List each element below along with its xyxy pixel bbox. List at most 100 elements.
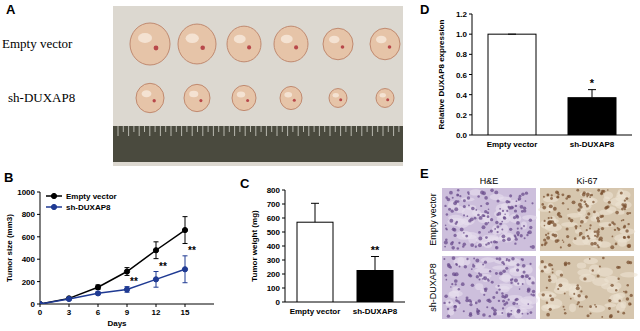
nucleus <box>483 276 487 280</box>
nucleus <box>529 263 531 265</box>
y-tick-label: 100 <box>267 284 281 293</box>
nucleus <box>579 205 582 208</box>
nucleus <box>582 193 586 197</box>
tissue-texture <box>448 309 454 316</box>
tumor-vessel <box>153 99 156 102</box>
ruler-tick <box>192 126 193 136</box>
y-axis <box>40 192 41 304</box>
nucleus <box>518 197 522 201</box>
y-tick-label: 0 <box>276 298 281 307</box>
nucleus <box>516 303 518 305</box>
error-bar-line <box>592 90 593 98</box>
nucleus <box>544 243 547 246</box>
nucleus <box>594 230 597 233</box>
ruler-tick <box>213 126 214 136</box>
nucleus <box>496 213 499 216</box>
ruler-tick <box>208 126 209 132</box>
nucleus <box>551 194 553 196</box>
nucleus <box>597 189 600 192</box>
nucleus <box>500 223 502 225</box>
nucleus <box>623 291 625 293</box>
nucleus <box>620 191 623 194</box>
x-tick-label: 6 <box>96 308 101 317</box>
error-bar <box>311 203 319 222</box>
nucleus <box>589 228 591 230</box>
nucleus <box>447 314 450 317</box>
nucleus <box>454 305 456 307</box>
nucleus <box>581 306 583 308</box>
panel-label: D <box>420 2 429 17</box>
nucleus <box>501 292 503 294</box>
nucleus <box>483 277 485 279</box>
plot-area <box>488 34 616 135</box>
tissue-texture <box>447 218 465 226</box>
nucleus <box>515 298 518 301</box>
nucleus <box>463 310 465 312</box>
nucleus <box>615 243 618 246</box>
nucleus <box>482 278 484 280</box>
nucleus <box>517 228 519 230</box>
ruler-tick <box>171 126 172 136</box>
nucleus <box>470 243 474 247</box>
y-axis-label: Tumor size (mm3) <box>5 214 14 282</box>
ruler-tick <box>383 126 384 136</box>
nucleus <box>488 222 490 224</box>
tumor-vessel <box>154 46 159 51</box>
nucleus <box>564 309 566 311</box>
y-tick-label: 800 <box>267 186 281 195</box>
nucleus <box>589 196 591 198</box>
nucleus <box>590 194 593 197</box>
y-tick <box>282 190 285 191</box>
tissue-texture <box>445 299 453 306</box>
nucleus <box>596 217 599 220</box>
y-tick-label: 800 <box>22 210 36 219</box>
nucleus <box>444 246 446 248</box>
marker <box>95 285 100 290</box>
tumor-highlight <box>376 36 387 44</box>
nucleus <box>626 284 628 286</box>
nucleus <box>560 273 563 276</box>
y-tick <box>37 281 40 282</box>
tissue-texture <box>554 286 567 294</box>
nucleus <box>465 235 468 238</box>
nucleus <box>501 229 503 231</box>
nucleus <box>449 266 452 269</box>
nucleus <box>577 303 579 305</box>
tissue-texture <box>509 214 521 223</box>
nucleus <box>502 239 505 242</box>
figure: ABCDEEmpty vectorsh-DUXAP803691215Days02… <box>0 0 640 331</box>
marker <box>182 227 187 232</box>
nucleus <box>530 293 532 295</box>
nucleus <box>604 206 607 209</box>
tumor-vessel <box>199 99 202 102</box>
ruler-tick <box>287 126 288 136</box>
nucleus <box>492 296 495 299</box>
ruler-tick <box>330 126 331 136</box>
nucleus <box>543 238 546 241</box>
nucleus <box>609 315 612 318</box>
nucleus <box>601 215 604 218</box>
tumor <box>136 83 164 112</box>
y-tick-label: 300 <box>267 256 281 265</box>
nucleus <box>483 215 485 217</box>
nucleus <box>478 299 482 303</box>
row-label: Empty vector <box>428 193 438 246</box>
tissue-texture <box>583 258 598 264</box>
nucleus <box>479 216 483 220</box>
ruler-tick <box>239 126 240 132</box>
nucleus <box>627 244 630 247</box>
nucleus <box>556 196 559 199</box>
nucleus <box>452 272 456 276</box>
ruler-tick <box>266 126 267 136</box>
ruler-tick <box>234 126 235 136</box>
nucleus <box>543 196 545 198</box>
nucleus <box>502 269 506 273</box>
nucleus <box>573 293 575 295</box>
nucleus <box>522 264 526 268</box>
nucleus <box>629 261 632 264</box>
nucleus <box>499 223 501 225</box>
error-bar <box>96 285 101 289</box>
tissue-texture <box>453 303 460 308</box>
nucleus <box>546 194 549 197</box>
nucleus <box>515 205 517 207</box>
